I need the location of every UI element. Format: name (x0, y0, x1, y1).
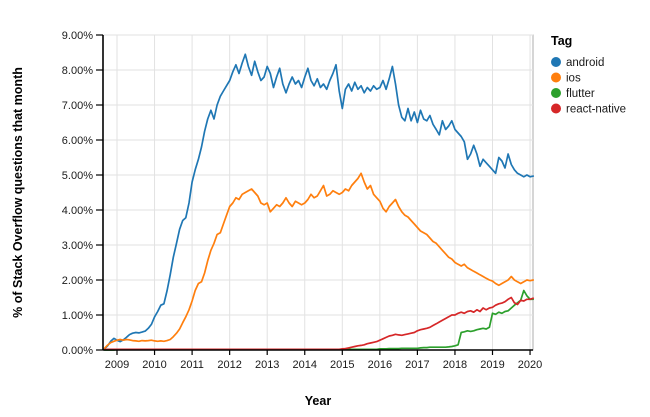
legend-label-ios: ios (566, 73, 581, 85)
plot-area[interactable]: 0.00% 1.00% 2.00% 3.00% 4.00% 5.00% 6.00% 7.00%… (62, 30, 542, 371)
y-tick-label: 0.00% (62, 345, 93, 357)
x-tick-label: 2014 (293, 359, 317, 371)
x-tick-label: 2016 (368, 359, 392, 371)
x-tick-label: 2018 (443, 359, 467, 371)
legend-label-react-native: react-native (566, 104, 626, 116)
y-axis-title: % of Stack Overflow questions that month (11, 67, 25, 318)
x-tick-label: 2020 (518, 359, 542, 371)
series-line-android (103, 53, 535, 350)
series-line-flutter (103, 289, 535, 351)
y-tick-label: 4.00% (62, 205, 93, 217)
y-tick-label: 7.00% (62, 100, 93, 112)
x-tick-label: 2017 (405, 359, 429, 371)
x-tick-label: 2009 (105, 359, 129, 371)
y-tick-label: 3.00% (62, 240, 93, 252)
legend-label-android: android (566, 57, 604, 69)
y-tick-label: 8.00% (62, 65, 93, 77)
legend-item-react-native: react-native (551, 103, 626, 116)
y-tick-label: 6.00% (62, 135, 93, 147)
y-tick-label: 2.00% (62, 275, 93, 287)
legend-dot-flutter (551, 88, 561, 98)
tick-labels: 0.00% 1.00% 2.00% 3.00% 4.00% 5.00% 6.00% 7.00%… (62, 30, 542, 371)
x-tick-label: 2012 (217, 359, 241, 371)
series-line-ios (103, 172, 535, 350)
series-lines (103, 53, 535, 351)
y-tick-label: 5.00% (62, 170, 93, 182)
x-tick-label: 2011 (180, 359, 204, 371)
tick-marks (96, 34, 531, 355)
x-tick-label: 2019 (480, 359, 504, 371)
legend-item-android: android (551, 57, 604, 69)
legend-dot-android (551, 57, 561, 67)
series-line-react-native (103, 296, 535, 351)
legend-dot-react-native (551, 103, 561, 114)
legend: Tag android ios flutter react-native (551, 34, 626, 116)
x-tick-label: 2013 (255, 359, 279, 371)
legend-dot-ios (551, 72, 561, 83)
x-tick-label: 2015 (330, 359, 354, 371)
legend-label-flutter: flutter (566, 88, 595, 100)
legend-title: Tag (551, 34, 572, 48)
x-tick-label: 2010 (142, 359, 166, 371)
x-axis-title: Year (305, 394, 332, 408)
legend-item-ios: ios (551, 72, 581, 85)
legend-item-flutter: flutter (551, 88, 595, 100)
y-tick-label: 1.00% (62, 310, 93, 322)
y-tick-label: 9.00% (62, 30, 93, 42)
